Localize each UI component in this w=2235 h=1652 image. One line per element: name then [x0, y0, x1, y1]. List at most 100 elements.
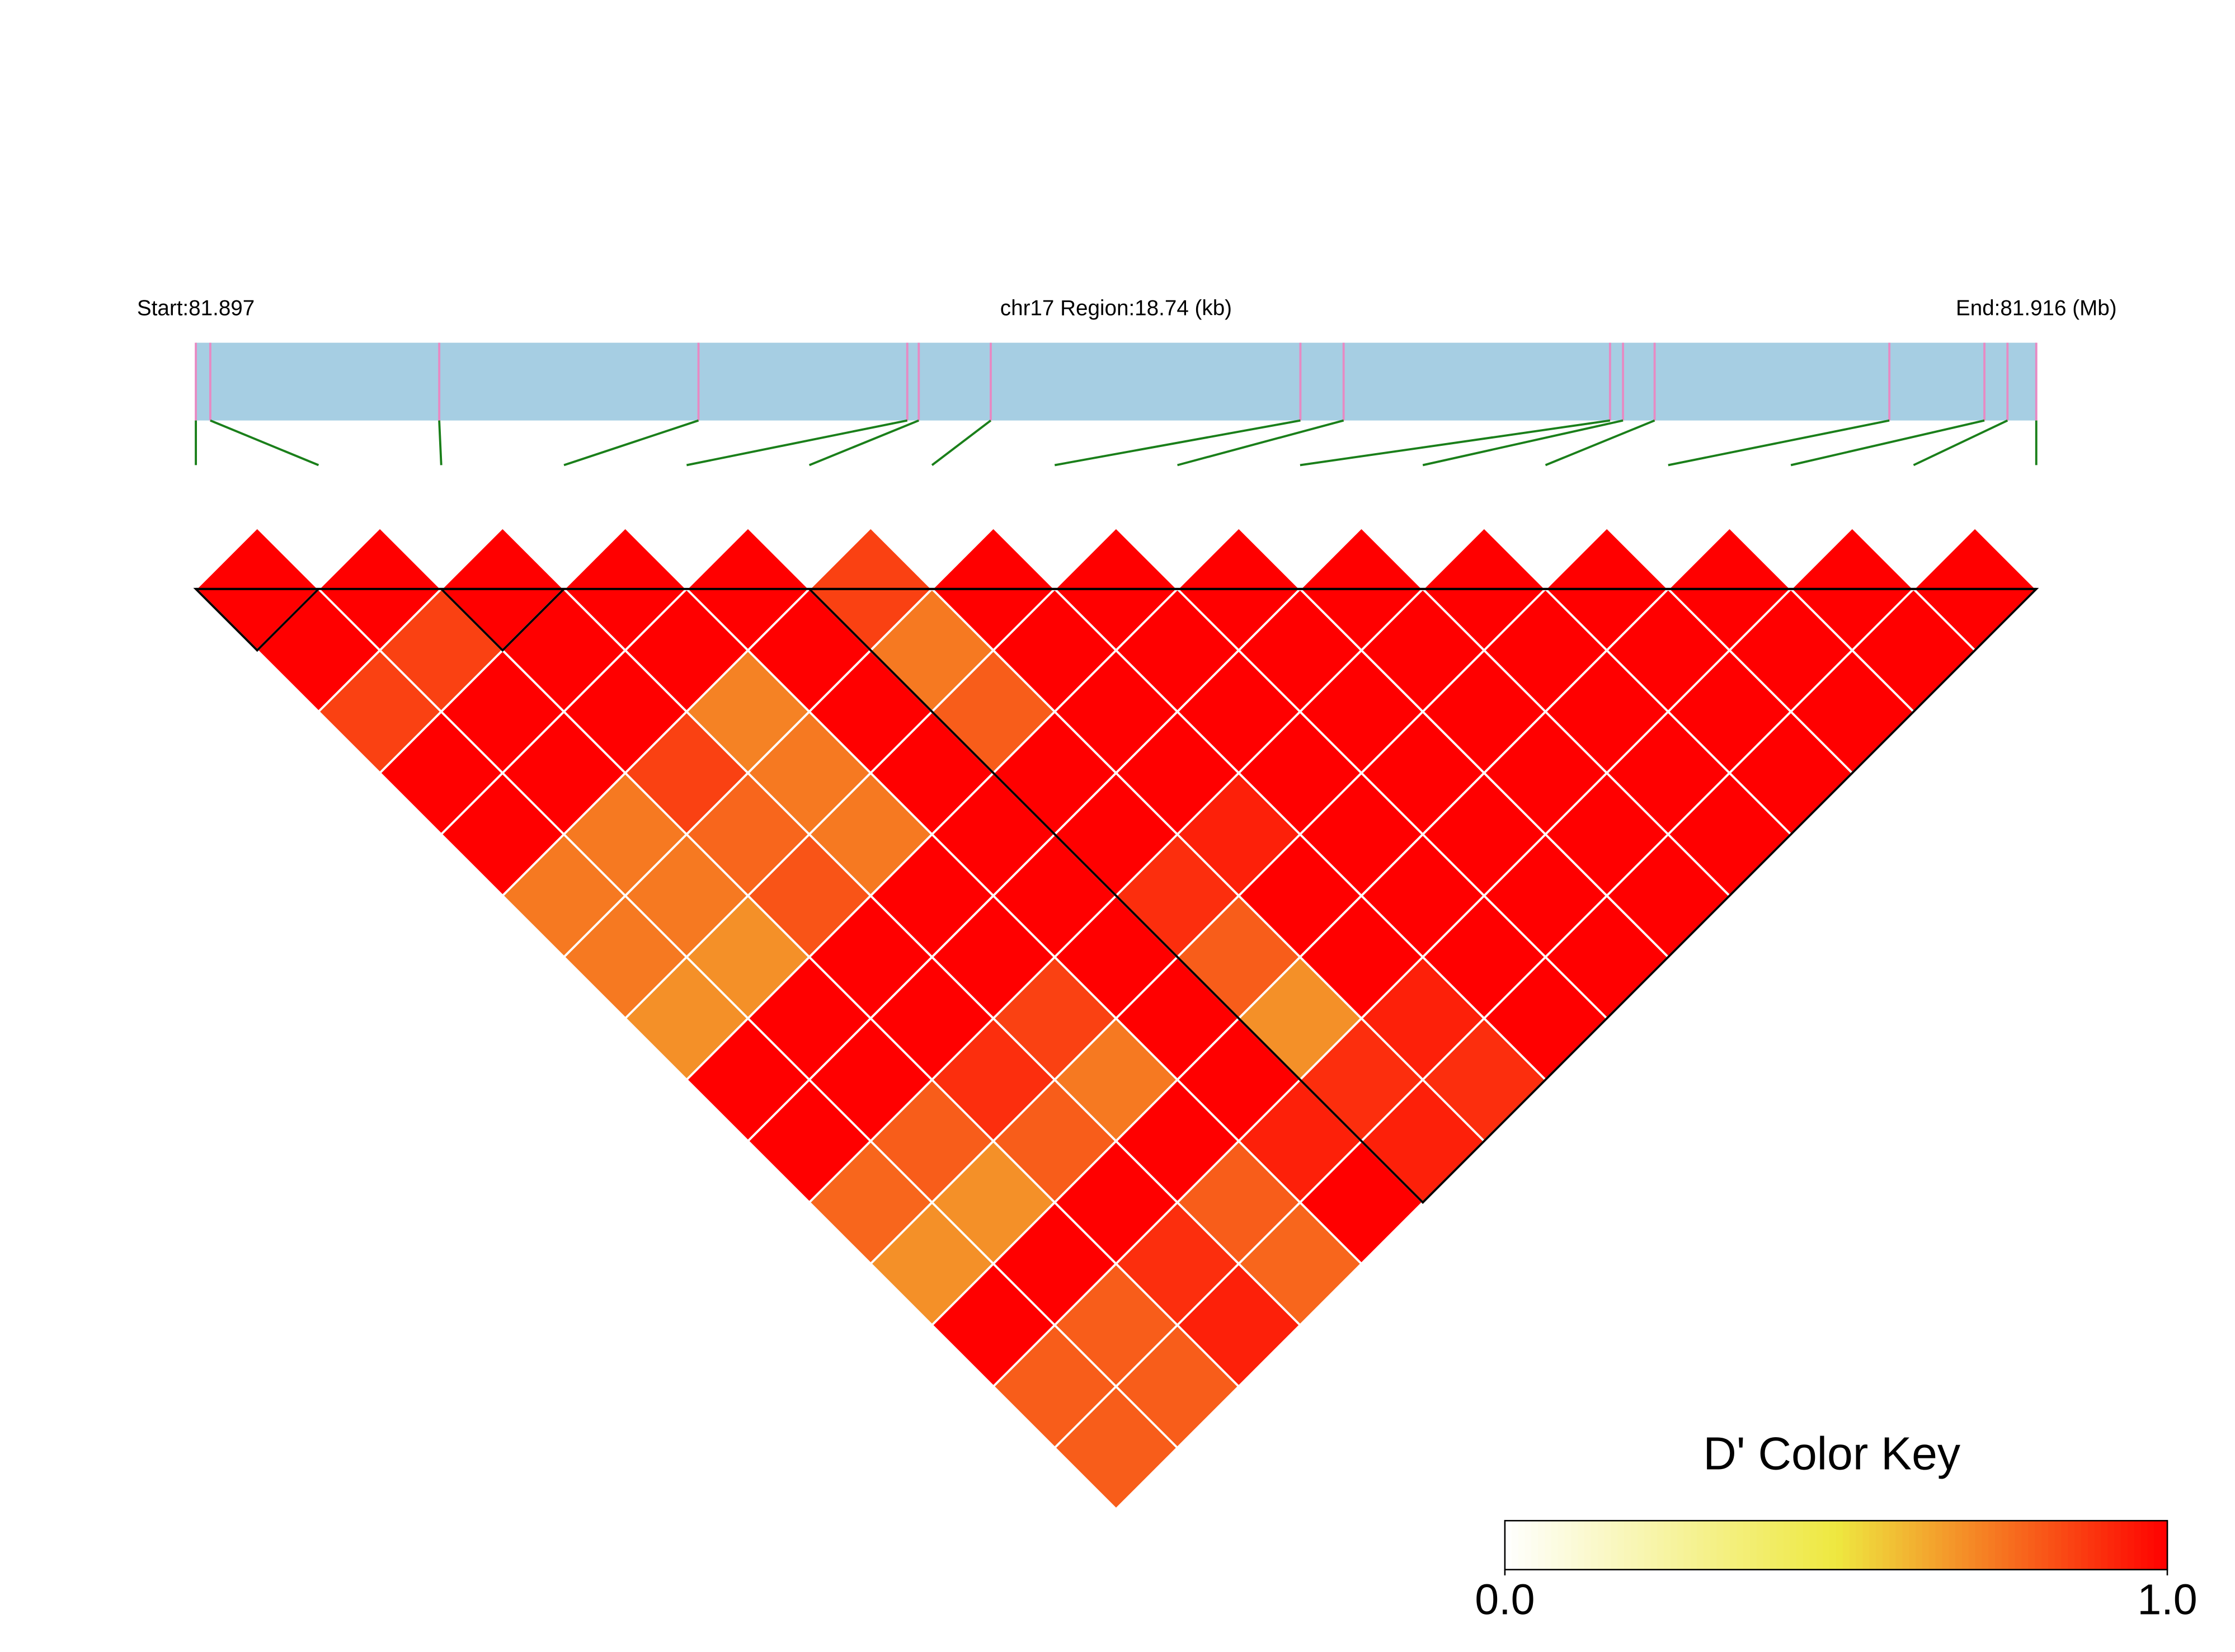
color-key-tick-label: 0.0 — [1475, 1575, 1535, 1623]
snp-connector — [1054, 419, 1301, 467]
color-key-step — [1823, 1521, 1831, 1570]
color-key-step — [1544, 1521, 1552, 1570]
color-key-step — [1538, 1521, 1546, 1570]
color-key-step — [1571, 1521, 1579, 1570]
color-key-step — [1617, 1521, 1625, 1570]
color-key-step — [1902, 1521, 1910, 1570]
color-key-step — [1982, 1521, 1989, 1570]
color-key-step — [2054, 1521, 2062, 1570]
color-key-step — [1942, 1521, 1950, 1570]
color-key-step — [1558, 1521, 1565, 1570]
color-key-step — [1637, 1521, 1645, 1570]
color-key-step — [1916, 1521, 1923, 1570]
color-key-step — [1836, 1521, 1844, 1570]
snp-connector — [686, 419, 908, 467]
color-key-step — [1995, 1521, 2003, 1570]
color-key-step — [1856, 1521, 1864, 1570]
color-key-step — [1763, 1521, 1771, 1570]
color-key-step — [1955, 1521, 1963, 1570]
color-key-step — [1743, 1521, 1751, 1570]
color-key-step — [2107, 1521, 2115, 1570]
color-key-step — [1935, 1521, 1943, 1570]
color-key-step — [1677, 1521, 1685, 1570]
color-key-step — [1518, 1521, 1526, 1570]
snp-connector — [1177, 419, 1344, 467]
color-key-step — [1783, 1521, 1791, 1570]
color-key-step — [2068, 1521, 2076, 1570]
color-key-step — [2140, 1521, 2148, 1570]
snp-connector — [1545, 419, 1655, 467]
color-key-step — [1796, 1521, 1804, 1570]
color-key-step — [2001, 1521, 2010, 1570]
color-key-step — [1650, 1521, 1658, 1570]
color-key-step — [2008, 1521, 2016, 1570]
snp-connector — [1300, 419, 1611, 467]
color-key-step — [1644, 1521, 1651, 1570]
color-key-step — [1591, 1521, 1598, 1570]
color-key-step — [1949, 1521, 1956, 1570]
color-key-step — [1630, 1521, 1639, 1570]
snp-connector — [931, 420, 992, 466]
color-key-step — [2061, 1521, 2069, 1570]
color-key-step — [2074, 1521, 2082, 1570]
color-key-step — [1895, 1521, 1903, 1570]
color-key-step — [2127, 1521, 2135, 1570]
snp-connector — [1422, 419, 1624, 467]
color-key-step — [1882, 1521, 1890, 1570]
color-key-step — [1730, 1521, 1738, 1570]
color-key-step — [2041, 1521, 2049, 1570]
color-key-step — [2015, 1521, 2022, 1570]
color-key-step — [1511, 1521, 1519, 1570]
color-key-step — [1869, 1521, 1877, 1570]
color-key-step — [1704, 1521, 1711, 1570]
snp-connector — [210, 419, 319, 467]
color-key-step — [1922, 1521, 1930, 1570]
color-key-step — [1716, 1521, 1724, 1570]
snp-connector — [808, 419, 919, 467]
color-key-step — [1690, 1521, 1698, 1570]
color-key-step — [2028, 1521, 2036, 1570]
color-key-step — [1578, 1521, 1585, 1570]
color-key-step — [1611, 1521, 1618, 1570]
color-key-step — [1710, 1521, 1718, 1570]
color-key-step — [2094, 1521, 2102, 1570]
color-key-step — [1531, 1521, 1539, 1570]
snp-connector — [563, 419, 699, 467]
color-key-step — [1909, 1521, 1917, 1570]
color-key-step — [1504, 1521, 1513, 1570]
color-key-step — [1750, 1521, 1758, 1570]
color-key-step — [1624, 1521, 1632, 1570]
region-start: Start:81.897 — [137, 296, 255, 321]
color-key-step — [1862, 1521, 1870, 1570]
color-key-step — [2147, 1521, 2155, 1570]
color-key-step — [1737, 1521, 1744, 1570]
color-key-step — [1988, 1521, 1996, 1570]
color-key-frame — [1504, 1519, 2168, 1571]
color-key-step — [1770, 1521, 1777, 1570]
color-key-step — [1968, 1521, 1976, 1570]
color-key-step — [2021, 1521, 2029, 1570]
color-key-step — [1664, 1521, 1672, 1570]
color-key-step — [1657, 1521, 1665, 1570]
color-key-step — [2121, 1521, 2129, 1570]
color-key-step — [1697, 1521, 1705, 1570]
color-key-step — [1584, 1521, 1592, 1570]
color-key-step — [1524, 1521, 1532, 1570]
color-key-step — [2035, 1521, 2043, 1570]
snp-connector — [438, 420, 443, 465]
color-key-step — [1849, 1521, 1857, 1570]
color-key-step — [1756, 1521, 1765, 1570]
color-key-step — [2154, 1521, 2162, 1570]
snp-connector — [1790, 419, 1985, 467]
color-key-tick-label: 1.0 — [2137, 1575, 2197, 1623]
color-key-step — [1809, 1521, 1817, 1570]
color-key-step — [1961, 1521, 1970, 1570]
color-key-step — [1842, 1521, 1850, 1570]
color-key-step — [1975, 1521, 1983, 1570]
color-key-step — [1928, 1521, 1936, 1570]
color-key-step — [2134, 1521, 2142, 1570]
color-key-step — [2101, 1521, 2109, 1570]
color-key-step — [1829, 1521, 1837, 1570]
region-end: End:81.916 (Mb) — [1956, 296, 2117, 321]
